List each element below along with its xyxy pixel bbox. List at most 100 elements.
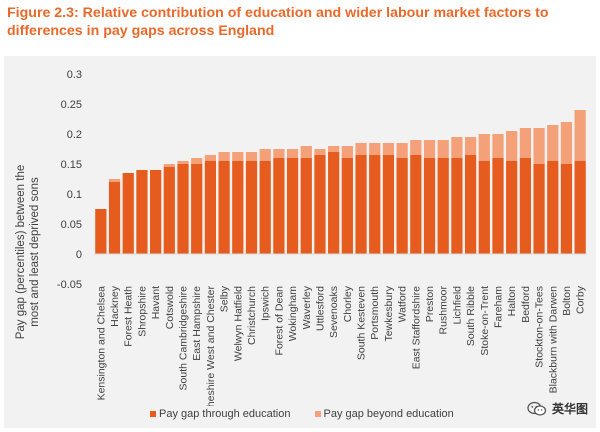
bar-beyond-28 [478, 134, 490, 161]
y-tick-label-3: 0.1 [67, 189, 82, 201]
bar-beyond-17 [328, 146, 340, 152]
bar-through-28 [478, 161, 490, 254]
bar-beyond-31 [519, 128, 531, 158]
y-axis-title: Pay gap (percentiles) between the most a… [15, 165, 41, 340]
x-tick-label-14: Wokingham [287, 286, 299, 342]
x-tick-label-12: Ipswich [260, 286, 272, 321]
x-tick-label-32: Stockton-on-Tees [534, 286, 546, 368]
y-tick-label-6: 0.25 [61, 99, 82, 111]
bar-beyond-11 [245, 152, 258, 161]
watermark: 英华图 [527, 400, 588, 417]
bar-through-30 [506, 161, 518, 254]
bar-beyond-6 [177, 161, 189, 164]
legend-item-beyond: Pay gap beyond education [314, 408, 454, 420]
bar-through-19 [355, 155, 367, 254]
x-tick-label-18: Chorley [342, 285, 354, 322]
bar-beyond-20 [369, 143, 381, 155]
x-tick-label-26: Lichfield [451, 286, 463, 325]
bar-beyond-7 [191, 158, 203, 164]
bar-beyond-25 [437, 140, 449, 158]
y-tick-label-2: 0.05 [61, 219, 82, 231]
bar-beyond-23 [410, 140, 422, 155]
y-tick-label-1: 0 [76, 249, 82, 261]
bar-beyond-19 [355, 143, 367, 155]
bar-beyond-30 [506, 131, 518, 161]
x-tick-label-29: Fareham [493, 286, 505, 328]
x-tick-label-6: South Cambridgeshire [178, 286, 190, 391]
x-tick-label-22: Watford [397, 286, 409, 323]
bar-through-16 [314, 155, 326, 254]
bar-through-26 [451, 158, 463, 254]
bar-through-25 [437, 158, 449, 254]
bar-through-4 [150, 170, 162, 254]
x-tick-label-9: Selby [219, 285, 231, 312]
bar-through-6 [177, 164, 189, 254]
x-tick-label-28: Stoke-on-Trent [479, 286, 491, 356]
legend-label-through: Pay gap through education [159, 408, 291, 420]
x-tick-label-19: South Kesteven [356, 286, 368, 360]
y-axis-label-line-1: Pay gap (percentiles) between the [15, 165, 27, 340]
x-tick-label-24: Preston [424, 286, 436, 322]
bar-beyond-10 [232, 152, 244, 161]
bar-through-17 [328, 152, 340, 254]
watermark-text: 英华图 [551, 402, 588, 416]
bar-beyond-34 [560, 122, 573, 164]
bar-beyond-27 [464, 137, 477, 155]
x-tick-label-1: Hackney [109, 285, 121, 327]
bar-through-7 [191, 164, 203, 254]
bar-beyond-1 [108, 179, 121, 182]
x-tick-label-15: Waverley [301, 285, 313, 329]
x-tick-label-27: South Ribble [465, 286, 477, 346]
x-axis-labels: Kensington and Chelsea Hackney Forest Heat… [95, 285, 586, 406]
bar-through-31 [519, 158, 531, 254]
bar-beyond-8 [204, 155, 217, 161]
y-tick-label-7: 0.3 [67, 69, 82, 81]
bar-through-2 [122, 173, 134, 254]
x-tick-label-4: Havant [150, 286, 162, 319]
x-tick-label-13: Forest of Dean [273, 286, 285, 356]
bar-through-18 [341, 158, 353, 254]
bar-through-12 [259, 161, 271, 254]
bar-through-24 [423, 158, 436, 254]
x-tick-label-3: Shropshire [136, 286, 148, 337]
x-tick-label-11: Christchurch [246, 286, 258, 345]
x-tick-label-20: Portsmouth [369, 286, 381, 340]
bar-through-34 [560, 164, 573, 254]
bar-beyond-14 [286, 149, 299, 158]
y-tick-label-0: -0.05 [57, 279, 82, 291]
bar-beyond-35 [574, 110, 586, 161]
bar-beyond-29 [492, 134, 504, 158]
chart-panel: Pay gap (percentiles) between the most a… [4, 56, 596, 428]
bar-through-13 [273, 158, 285, 254]
bar-beyond-22 [396, 143, 408, 158]
bar-through-21 [382, 155, 395, 254]
x-tick-label-5: Cotswold [164, 286, 176, 329]
x-tick-label-25: Rushmoor [438, 285, 450, 334]
bar-beyond-9 [218, 152, 230, 161]
pay-gap-chart: Pay gap (percentiles) between the most a… [15, 69, 587, 406]
x-tick-label-31: Bedford [520, 286, 532, 323]
bar-beyond-21 [382, 143, 395, 155]
x-tick-label-2: Forest Heath [123, 286, 135, 347]
x-tick-label-10: Welwyn Hatfield [232, 286, 244, 361]
wechat-icon [527, 401, 547, 416]
bar-through-11 [245, 161, 258, 254]
y-axis-label-line-2: most and least deprived sons [29, 177, 41, 327]
bar-through-0 [95, 209, 107, 254]
bar-through-10 [232, 161, 244, 254]
bar-through-14 [286, 158, 299, 254]
bar-beyond-18 [341, 146, 353, 158]
bar-through-29 [492, 158, 504, 254]
bar-through-20 [369, 155, 381, 254]
bar-through-3 [136, 170, 148, 254]
bar-group [95, 110, 586, 254]
bar-through-22 [396, 158, 408, 254]
chart-title-line-1: Figure 2.3: Relative contribution of edu… [7, 5, 549, 21]
bar-through-23 [410, 155, 422, 254]
y-tick-label-5: 0.2 [67, 129, 82, 141]
chart-legend: Pay gap through education Pay gap beyond… [150, 406, 472, 422]
bar-through-1 [108, 182, 121, 254]
x-tick-label-7: East Hampshire [191, 286, 203, 361]
y-axis-ticks: -0.05 0 0.05 0.1 0.15 0.2 0.25 0.3 [57, 69, 82, 291]
legend-label-beyond: Pay gap beyond education [323, 408, 454, 420]
